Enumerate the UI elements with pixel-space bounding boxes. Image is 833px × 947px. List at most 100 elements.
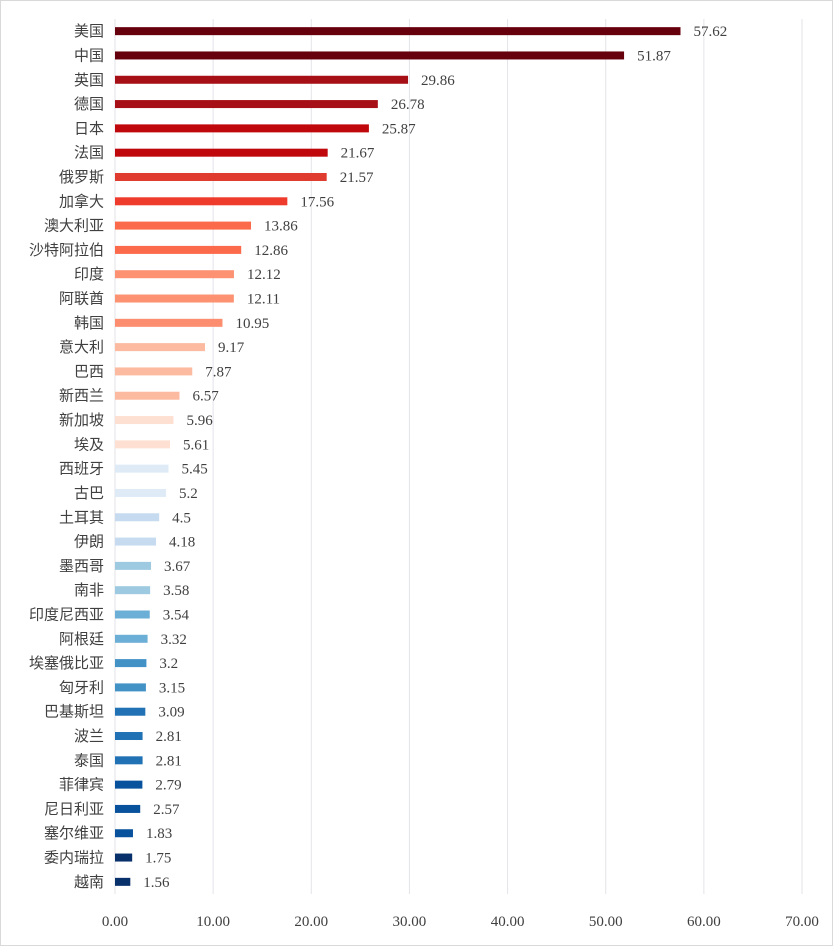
x-tick-label: 20.00 <box>294 914 328 930</box>
data-label: 12.12 <box>247 267 281 283</box>
x-axis-ticks: 0.00 10.00 20.00 30.00 40.00 50.00 60.00 70.00 <box>102 914 819 930</box>
bar <box>115 295 234 303</box>
category-label: 西班牙 <box>59 460 104 478</box>
bar <box>115 124 369 132</box>
category-label: 印度 <box>74 265 104 283</box>
category-label: 阿联酋 <box>59 290 104 308</box>
category-label: 越南 <box>74 873 104 891</box>
category-label: 沙特阿拉伯 <box>29 241 104 259</box>
category-label: 菲律宾 <box>59 776 104 794</box>
category-label: 阿根廷 <box>59 630 104 648</box>
data-label: 4.18 <box>169 535 195 551</box>
bar <box>115 76 408 84</box>
data-label: 1.56 <box>143 875 170 891</box>
x-tick-label: 0.00 <box>102 914 128 930</box>
bar <box>115 635 148 643</box>
data-label: 1.83 <box>146 826 172 842</box>
data-label: 3.54 <box>163 607 190 623</box>
category-label: 伊朗 <box>74 533 104 551</box>
category-label: 德国 <box>74 95 104 113</box>
bar <box>115 440 170 448</box>
data-label: 2.81 <box>156 753 182 769</box>
data-label: 3.09 <box>158 705 184 721</box>
bar <box>115 27 680 35</box>
data-label: 3.67 <box>164 559 191 575</box>
category-label: 尼日利亚 <box>44 800 104 818</box>
bar <box>115 270 234 278</box>
bar <box>115 513 159 521</box>
category-label: 俄罗斯 <box>59 168 104 186</box>
data-label: 2.57 <box>153 802 180 818</box>
bar <box>115 538 156 546</box>
bar <box>115 805 140 813</box>
data-label: 3.2 <box>159 656 178 672</box>
bar <box>115 197 287 205</box>
bar <box>115 489 166 497</box>
data-label: 7.87 <box>205 364 232 380</box>
category-label: 英国 <box>74 71 104 89</box>
category-label: 埃塞俄比亚 <box>29 654 104 672</box>
data-label: 25.87 <box>382 121 416 137</box>
data-label: 3.15 <box>159 680 185 696</box>
bar <box>115 392 179 400</box>
data-label: 4.5 <box>172 510 191 526</box>
category-label: 韩国 <box>74 314 104 332</box>
category-label: 巴基斯坦 <box>44 703 104 721</box>
data-label: 17.56 <box>300 194 334 210</box>
category-label: 美国 <box>74 22 104 40</box>
category-label: 加拿大 <box>59 192 104 210</box>
chart-frame: 美国 中国 英国 德国 日本 法国 俄罗斯 加拿大 澳大利亚 沙特阿拉伯 印度 阿联酋 韩国 意大利 巴西新… <box>0 0 833 946</box>
category-label: 日本 <box>74 119 104 137</box>
data-label: 13.86 <box>264 219 298 235</box>
bar <box>115 222 251 230</box>
category-label: 新西兰 <box>59 387 104 405</box>
data-label: 5.61 <box>183 437 209 453</box>
category-label: 墨西哥 <box>59 557 104 575</box>
data-label: 2.79 <box>155 778 181 794</box>
category-label: 委内瑞拉 <box>44 849 104 867</box>
data-label: 2.81 <box>156 729 182 745</box>
bar <box>115 100 378 108</box>
data-label: 5.45 <box>181 462 207 478</box>
bar-chart: 美国中国英国德国日本法国俄罗斯加拿大澳大利亚沙特阿拉伯印度阿联酋韩国意大利巴西新… <box>1 1 833 947</box>
data-label: 5.96 <box>186 413 213 429</box>
data-label: 6.57 <box>192 389 219 405</box>
category-label: 匈牙利 <box>59 678 104 696</box>
bar <box>115 319 222 327</box>
x-tick-label: 40.00 <box>491 914 525 930</box>
category-label: 印度尼西亚 <box>29 605 104 623</box>
bar <box>115 659 146 667</box>
category-label: 新加坡 <box>59 411 104 429</box>
data-label: 10.95 <box>235 316 269 332</box>
bar <box>115 173 327 181</box>
data-label: 29.86 <box>421 73 455 89</box>
category-label: 巴西 <box>74 362 104 380</box>
bar <box>115 51 624 59</box>
category-label: 中国 <box>74 46 104 64</box>
data-label: 21.57 <box>340 170 374 186</box>
x-tick-label: 60.00 <box>687 914 721 930</box>
x-tick-label: 30.00 <box>393 914 427 930</box>
bar <box>115 708 145 716</box>
category-label: 埃及 <box>74 435 104 453</box>
data-label: 12.86 <box>254 243 288 259</box>
bar <box>115 683 146 691</box>
bar <box>115 829 133 837</box>
bars <box>115 27 680 886</box>
data-label: 3.58 <box>163 583 189 599</box>
data-label: 3.32 <box>161 632 187 648</box>
category-label: 法国 <box>74 144 104 162</box>
bar <box>115 367 192 375</box>
bar <box>115 878 130 886</box>
bar <box>115 732 143 740</box>
bar <box>115 610 150 618</box>
data-label: 5.2 <box>179 486 198 502</box>
data-label: 26.78 <box>391 97 425 113</box>
category-label: 泰国 <box>74 751 104 769</box>
x-tick-label: 70.00 <box>785 914 819 930</box>
bar <box>115 465 168 473</box>
bar <box>115 586 150 594</box>
data-label: 51.87 <box>637 48 671 64</box>
category-label: 土耳其 <box>59 508 104 526</box>
category-label: 塞尔维亚 <box>44 824 104 842</box>
